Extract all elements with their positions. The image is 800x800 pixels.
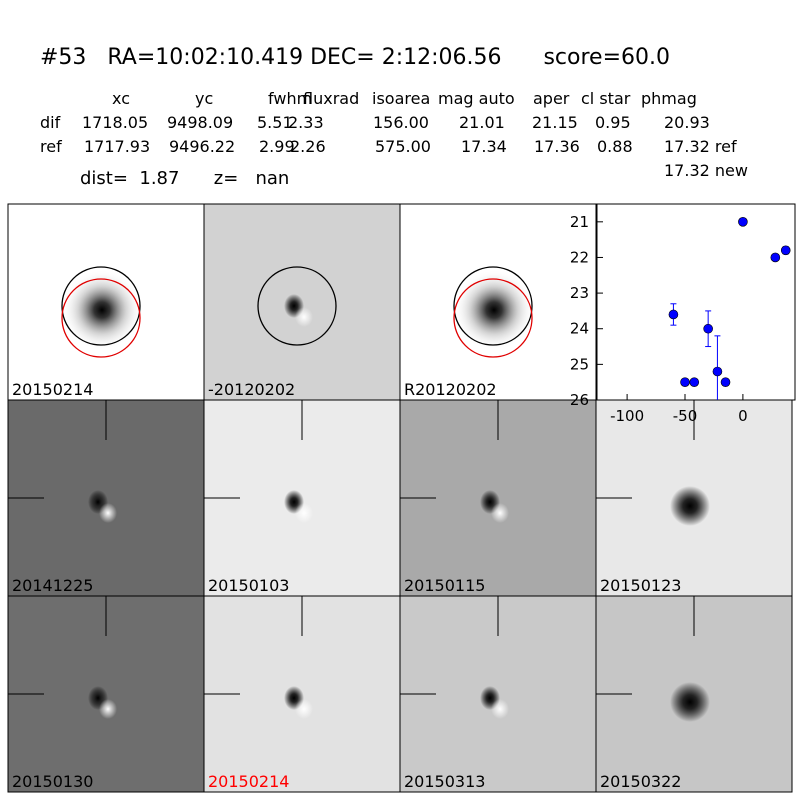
- column-header: aper: [533, 89, 570, 108]
- point: [712, 366, 723, 377]
- source: [670, 486, 710, 526]
- point: [668, 309, 679, 320]
- table-cell: 9496.22: [169, 137, 235, 156]
- table-cell: 17.36: [534, 137, 580, 156]
- stamp-label: 20150130: [12, 772, 93, 791]
- source-positive: [295, 699, 313, 719]
- table-cell: 21.15: [532, 113, 578, 132]
- y-tick-label: 22: [570, 248, 589, 266]
- column-header: phmag: [641, 89, 697, 108]
- table-cell: 5.51: [257, 113, 293, 132]
- table-cell: 17.34: [461, 137, 507, 156]
- stamp-label: 20150123: [600, 576, 681, 595]
- column-header: xc: [112, 89, 130, 108]
- aperture: [61, 266, 141, 346]
- point: [780, 245, 791, 256]
- x-tick-label: -50: [673, 407, 698, 425]
- point: [770, 252, 781, 263]
- table-cell: 1718.05: [82, 113, 148, 132]
- point: [689, 377, 700, 387]
- point: [703, 323, 713, 334]
- table-cell: 0.88: [597, 137, 633, 156]
- table-cell: 2.26: [290, 137, 326, 156]
- stamp-label: 20150313: [404, 772, 485, 791]
- stamp-label: 20150214: [12, 380, 93, 399]
- aperture: [61, 278, 141, 358]
- column-header: yc: [195, 89, 213, 108]
- stamp-label: 20150103: [208, 576, 289, 595]
- x-tick-label: -100: [610, 407, 644, 425]
- y-tick-label: 26: [570, 391, 589, 409]
- source-positive: [295, 503, 313, 523]
- source-positive: [295, 307, 313, 327]
- stamp-label: 20141225: [12, 576, 93, 595]
- column-header: isoarea: [372, 89, 430, 108]
- table-cell: 1717.93: [84, 137, 150, 156]
- x-tick-label: 0: [738, 407, 748, 425]
- table-cell: ref: [40, 137, 62, 156]
- y-tick-label: 25: [570, 355, 589, 373]
- column-header: fluxrad: [303, 89, 359, 108]
- plot-area: [596, 203, 796, 401]
- stamp-label: 20150115: [404, 576, 485, 595]
- table-cell: 156.00: [373, 113, 429, 132]
- point: [720, 377, 731, 387]
- source-positive: [491, 503, 509, 523]
- dist-line: dist= 1.87 z= nan: [80, 168, 289, 189]
- point: [680, 377, 690, 387]
- source-positive: [99, 699, 117, 719]
- table-cell: 21.01: [459, 113, 505, 132]
- source: [670, 682, 710, 722]
- stamp-label: 20150322: [600, 772, 681, 791]
- table-cell: 20.93: [664, 113, 710, 132]
- column-header: cl star: [581, 89, 631, 108]
- table-cell: 2.33: [288, 113, 324, 132]
- source: [454, 270, 534, 350]
- column-header: fwhm: [268, 89, 312, 108]
- point: [738, 217, 748, 227]
- table-cell: 17.32 ref: [664, 137, 737, 156]
- y-tick-label: 24: [570, 320, 589, 338]
- table-cell: 2.99: [259, 137, 295, 156]
- stamp-label: R20120202: [404, 380, 497, 399]
- table-cell: dif: [40, 113, 61, 132]
- y-tick-label: 23: [570, 284, 589, 302]
- source-positive: [491, 699, 509, 719]
- table-cell: 9498.09: [167, 113, 233, 132]
- table-cell: 575.00: [375, 137, 431, 156]
- table-cell: 0.95: [595, 113, 631, 132]
- aperture: [453, 278, 533, 358]
- stamp-label: -20120202: [208, 380, 295, 399]
- y-tick-label: 21: [570, 213, 589, 231]
- title: #53 RA=10:02:10.419 DEC= 2:12:06.56 scor…: [40, 45, 670, 70]
- source: [62, 270, 142, 350]
- aperture: [453, 266, 533, 346]
- source-positive: [99, 503, 117, 523]
- aperture: [257, 266, 337, 346]
- column-header: mag auto: [438, 89, 515, 108]
- stamp-label: 20150214: [208, 772, 289, 791]
- extra-phmag: 17.32 new: [664, 161, 748, 180]
